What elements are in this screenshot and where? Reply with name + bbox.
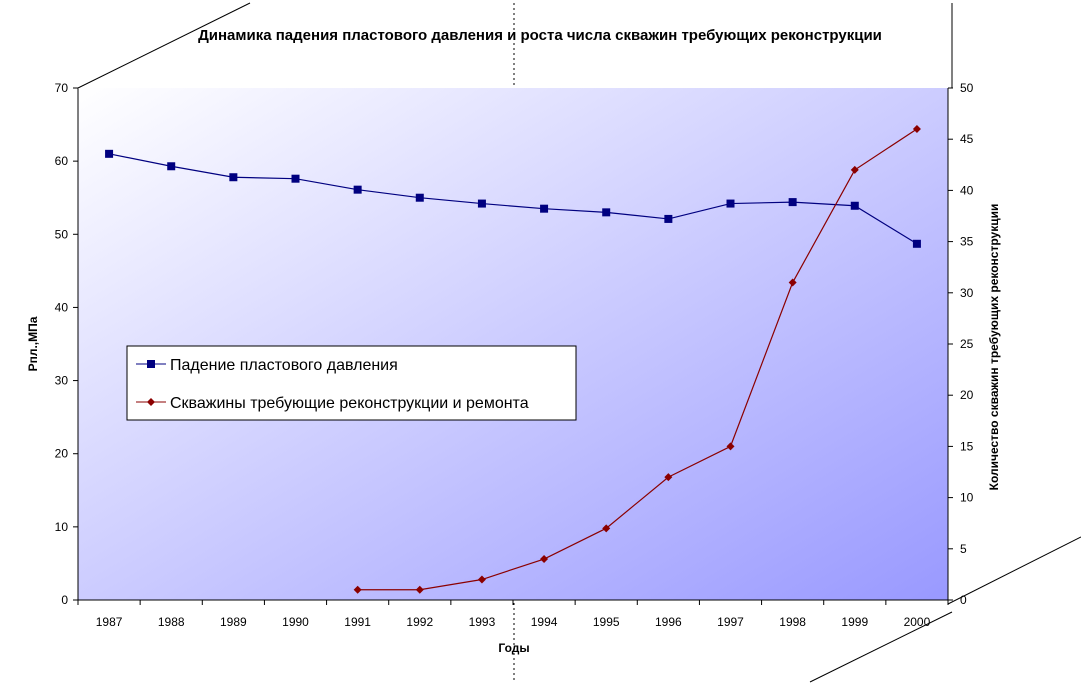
left-y-ticks: 0 10 20 30 40 50 60 70 xyxy=(55,81,78,607)
data-point-0 xyxy=(912,239,921,248)
data-point-0 xyxy=(788,198,797,207)
series-line-0 xyxy=(108,153,918,245)
x-tick-label: 1993 xyxy=(469,615,496,629)
legend-box xyxy=(126,345,577,421)
right-tick-label: 30 xyxy=(960,286,974,300)
data-point-0 xyxy=(850,201,859,210)
data-point-1 xyxy=(726,442,735,451)
right-tick-label: 40 xyxy=(960,183,974,197)
data-point-1 xyxy=(477,575,486,584)
data-point-0 xyxy=(291,174,300,183)
series-layer xyxy=(105,124,921,594)
x-tick-label: 1997 xyxy=(717,615,744,629)
right-tick-label: 0 xyxy=(960,593,967,607)
data-point-1 xyxy=(602,524,611,533)
left-tick-label: 70 xyxy=(55,81,69,95)
data-point-0 xyxy=(415,193,424,202)
data-point-0 xyxy=(726,199,735,208)
legend-marker-pressure xyxy=(147,360,155,368)
left-tick-label: 20 xyxy=(55,447,69,461)
data-point-1 xyxy=(850,165,859,174)
left-tick-label: 30 xyxy=(55,374,69,388)
legend-label-wells: Скважины требующие реконструкции и ремон… xyxy=(170,395,529,412)
right-y-ticks: 0 5 10 15 20 25 30 35 40 45 50 xyxy=(948,81,974,607)
x-tick-label: 2000 xyxy=(904,615,931,629)
data-point-1 xyxy=(540,555,549,564)
right-tick-label: 10 xyxy=(960,491,974,505)
data-point-0 xyxy=(602,208,611,217)
right-tick-label: 25 xyxy=(960,337,974,351)
x-tick-label: 1988 xyxy=(158,615,185,629)
right-tick-label: 20 xyxy=(960,388,974,402)
x-tick-label: 1998 xyxy=(779,615,806,629)
left-tick-label: 40 xyxy=(55,300,69,314)
right-tick-label: 35 xyxy=(960,235,974,249)
data-point-1 xyxy=(353,585,362,594)
x-tick-label: 1991 xyxy=(344,615,371,629)
right-tick-label: 5 xyxy=(960,542,967,556)
left-tick-label: 60 xyxy=(55,154,69,168)
left-tick-label: 0 xyxy=(61,593,68,607)
x-tick-label: 1994 xyxy=(531,615,558,629)
left-tick-label: 10 xyxy=(55,520,69,534)
chart-title: Динамика падения пластового давления и р… xyxy=(198,27,882,44)
data-point-1 xyxy=(912,124,921,133)
legend-label-pressure: Падение пластового давления xyxy=(170,357,398,374)
right-tick-label: 45 xyxy=(960,132,974,146)
right-y-axis-label: Количество скважин требующих реконструкц… xyxy=(987,204,1001,491)
data-point-1 xyxy=(415,585,424,594)
x-tick-label: 1992 xyxy=(406,615,433,629)
x-tick-label: 1990 xyxy=(282,615,309,629)
legend-marker-wells xyxy=(147,398,155,406)
plot-area xyxy=(78,88,948,600)
x-tick-label: 1987 xyxy=(96,615,123,629)
data-point-0 xyxy=(229,173,238,182)
x-tick-label: 1996 xyxy=(655,615,682,629)
x-axis-label: Годы xyxy=(498,641,529,655)
legend: Падение пластового давления Скважины тре… xyxy=(126,345,577,421)
right-tick-label: 15 xyxy=(960,439,974,453)
x-tick-label: 1989 xyxy=(220,615,247,629)
left-tick-label: 50 xyxy=(55,227,69,241)
data-point-0 xyxy=(664,214,673,223)
data-point-0 xyxy=(167,162,176,171)
x-ticks: 1987 1988 1989 1990 1991 1992 1993 1994 1995 1996… xyxy=(77,600,949,629)
right-tick-label: 50 xyxy=(960,81,974,95)
x-tick-label: 1995 xyxy=(593,615,620,629)
data-point-1 xyxy=(788,278,797,287)
data-point-0 xyxy=(477,199,486,208)
data-point-0 xyxy=(540,204,549,213)
x-tick-label: 1999 xyxy=(841,615,868,629)
left-y-axis-label: Рпл.,МПа xyxy=(26,316,40,371)
data-point-0 xyxy=(105,149,114,158)
data-point-0 xyxy=(353,185,362,194)
data-point-1 xyxy=(664,473,673,482)
series-line-1 xyxy=(357,128,918,591)
